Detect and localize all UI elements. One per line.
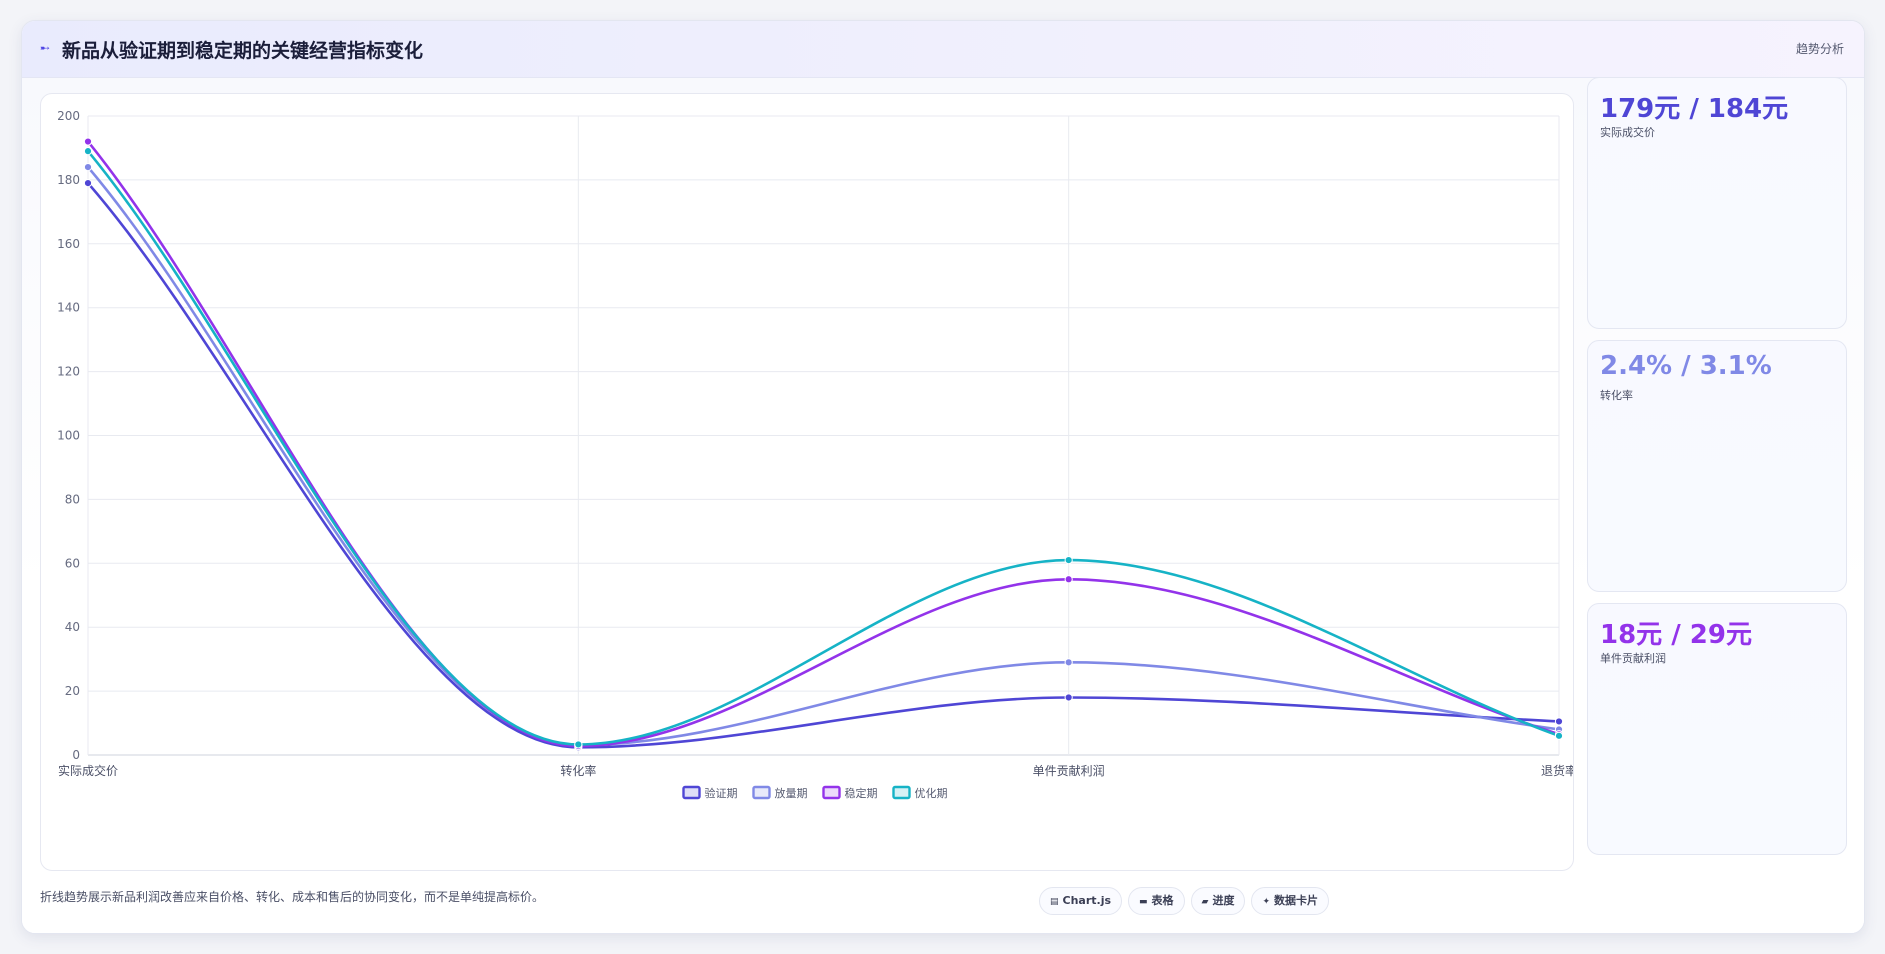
- tech-badges: ▤ Chart.js ▬ 表格 ▰ 进度 ✦ 数据卡片: [1039, 887, 1335, 917]
- badge-label: 进度: [1212, 894, 1235, 907]
- legend-swatch: [822, 785, 841, 800]
- kpi-card-conversion: 2.4% / 3.1% 转化率: [1587, 340, 1847, 592]
- table-icon: ▬: [1139, 897, 1148, 907]
- kpi-value: 2.4% / 3.1%: [1600, 351, 1772, 381]
- sparkle-icon: ✦: [1262, 897, 1271, 907]
- badge-progress[interactable]: ▰ 进度: [1190, 887, 1246, 915]
- header-tag[interactable]: 趋势分析: [1795, 42, 1844, 56]
- y-tick-label: 200: [57, 109, 80, 123]
- legend-label: 稳定期: [845, 786, 878, 800]
- data-point: [1554, 731, 1564, 740]
- line-chart-icon: ➸: [40, 41, 51, 55]
- x-tick-label: 退货率: [1541, 763, 1573, 778]
- data-point: [83, 163, 93, 172]
- dashboard-card: ➸ 新品从验证期到稳定期的关键经营指标变化 趋势分析 0 20 40 60 80 100 1…: [21, 20, 1865, 934]
- data-point: [83, 178, 93, 188]
- kpi-label: 转化率: [1600, 389, 1633, 402]
- x-tick-label: 单件贡献利润: [1033, 763, 1105, 778]
- badge-chartjs[interactable]: ▤ Chart.js: [1039, 887, 1123, 915]
- data-point: [1064, 658, 1073, 667]
- y-tick-label: 120: [57, 365, 80, 379]
- legend-label: 优化期: [915, 786, 948, 800]
- series-line: [87, 182, 1560, 749]
- y-tick-label: 100: [57, 429, 80, 443]
- legend-swatch: [682, 785, 701, 800]
- series-line: [86, 140, 1560, 748]
- y-tick-label: 20: [65, 684, 80, 698]
- footer-note: 折线趋势展示新品利润改善应来自价格、转化、成本和售后的协同变化，而不是单纯提高标…: [40, 890, 545, 904]
- data-point: [574, 740, 583, 749]
- y-tick-label: 180: [57, 173, 80, 187]
- badge-table[interactable]: ▬ 表格: [1128, 887, 1185, 915]
- kpi-card-price: 179元 / 184元 实际成交价: [1587, 77, 1847, 329]
- x-tick-label: 转化率: [560, 763, 596, 778]
- badge-label: 表格: [1151, 894, 1174, 907]
- page-title: 新品从验证期到稳定期的关键经营指标变化: [62, 40, 424, 62]
- x-tick-label: 实际成交价: [58, 763, 118, 778]
- kpi-card-profit: 18元 / 29元 单件贡献利润: [1587, 603, 1847, 855]
- kpi-label: 单件贡献利润: [1600, 652, 1666, 665]
- chart-icon: ▤: [1050, 897, 1059, 907]
- y-tick-label: 140: [57, 301, 80, 315]
- data-point: [83, 147, 93, 156]
- y-tick-label: 160: [57, 237, 80, 251]
- legend-swatch: [752, 785, 771, 800]
- y-tick-label: 60: [65, 556, 80, 570]
- data-point: [1064, 693, 1073, 702]
- badge-label: 数据卡片: [1274, 894, 1319, 907]
- badge-label: Chart.js: [1062, 894, 1112, 907]
- legend-label: 验证期: [705, 786, 738, 800]
- data-point: [1064, 556, 1073, 565]
- kpi-label: 实际成交价: [1600, 126, 1655, 139]
- kpi-value: 18元 / 29元: [1600, 620, 1752, 650]
- series-line: [86, 150, 1560, 746]
- data-point: [83, 137, 93, 146]
- data-point: [1064, 575, 1073, 584]
- card-header: ➸ 新品从验证期到稳定期的关键经营指标变化 趋势分析: [22, 21, 1864, 78]
- y-tick-label: 80: [65, 492, 80, 506]
- kpi-value: 179元 / 184元: [1600, 94, 1789, 124]
- folder-icon: ▰: [1201, 897, 1209, 907]
- line-chart: 0 20 40 60 80 100 120 140 160 180 200 实际成交价 转化率 单件贡献利…: [57, 109, 1573, 800]
- y-tick-label: 40: [65, 620, 80, 634]
- legend-label: 放量期: [775, 786, 808, 800]
- chart-panel: 0 20 40 60 80 100 120 140 160 180 200 实际成交价 转化率 单件贡献利…: [40, 93, 1574, 871]
- y-tick-label: 0: [72, 748, 80, 762]
- series-line: [87, 166, 1560, 747]
- data-point: [1554, 717, 1564, 726]
- badge-data-card[interactable]: ✦ 数据卡片: [1251, 887, 1330, 915]
- legend-swatch: [892, 785, 911, 800]
